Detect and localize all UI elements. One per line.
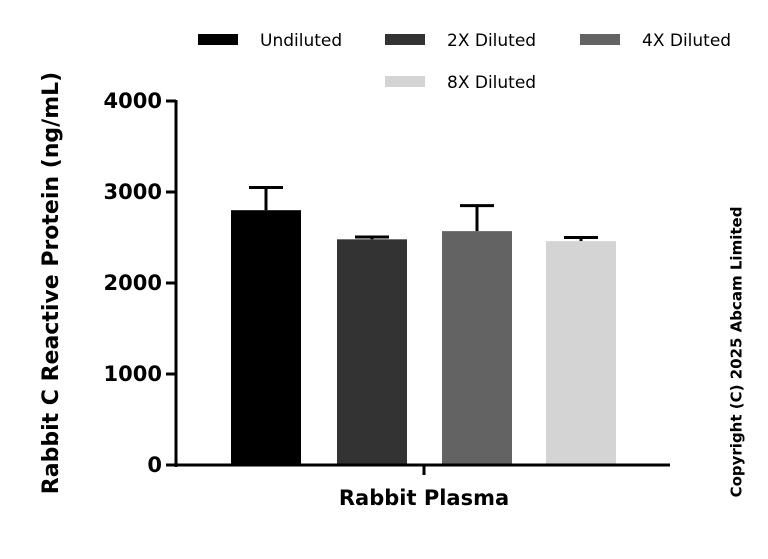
legend-swatch [385,34,425,45]
y-tick-label: 1000 [104,362,162,386]
y-tick-label: 3000 [104,180,162,204]
legend-swatch [580,34,620,45]
x-category-label: Rabbit Plasma [339,486,509,510]
x-axis [176,463,670,475]
y-tick-label: 0 [147,453,162,477]
y-tick-label: 4000 [104,89,162,113]
legend: Undiluted 2X Diluted 4X Diluted 8X Diluted [198,31,731,93]
y-axis-label: Rabbit C Reactive Protein (ng/mL) [39,72,64,494]
y-tick-label: 2000 [104,271,162,295]
copyright-text: Copyright (C) 2025 Abcam Limited [728,207,746,498]
y-axis: 0 1000 2000 3000 4000 [104,89,178,477]
legend-swatch [385,76,425,87]
bar-8x-diluted [546,241,616,465]
bar-2x-diluted [337,239,407,465]
legend-label: 8X Diluted [447,73,536,93]
legend-swatch [198,34,238,45]
legend-label: 4X Diluted [642,31,731,51]
bar-4x-diluted [442,231,512,465]
legend-label: 2X Diluted [447,31,536,51]
bar-undiluted [231,210,301,465]
bars [231,185,616,465]
legend-label: Undiluted [260,31,342,51]
